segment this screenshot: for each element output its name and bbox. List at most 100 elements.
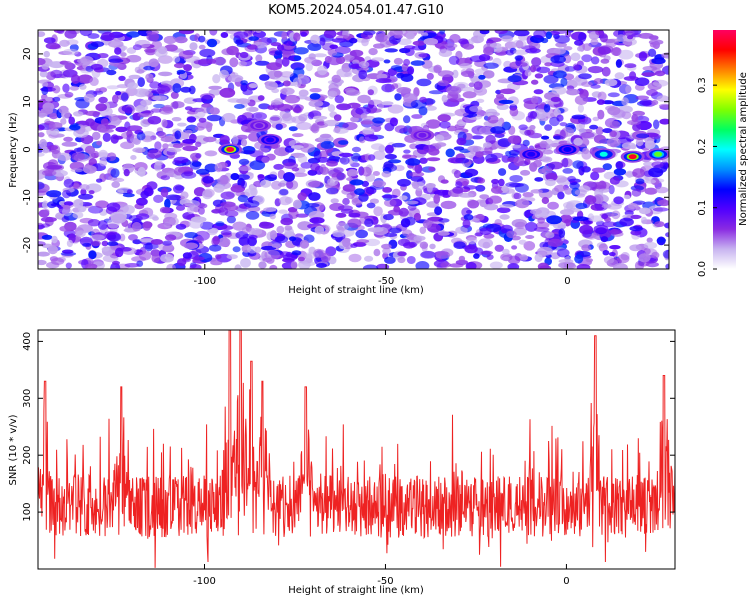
spectrogram-cell <box>372 171 380 176</box>
spectrogram-cell <box>234 104 245 109</box>
spectrogram-cell <box>183 64 193 72</box>
spectrogram-cell <box>507 75 522 83</box>
y-tick-label: 100 <box>22 503 33 522</box>
spectrogram-cell <box>470 135 484 140</box>
y-tick-label: 200 <box>22 446 33 465</box>
spectrogram-feature <box>226 147 235 152</box>
spectrogram-cell <box>219 135 230 144</box>
spectrogram-cell <box>498 168 507 176</box>
spectrogram-cell <box>340 208 354 214</box>
spectrogram-cell <box>445 148 455 158</box>
spectrogram-cell <box>177 122 187 127</box>
spectrogram-cell <box>523 241 536 251</box>
spectrogram-cell <box>309 217 325 224</box>
spectrogram-cell <box>310 34 321 44</box>
spectrogram-cell <box>513 192 522 200</box>
spectrogram-cell <box>61 141 78 147</box>
spectrogram-cell <box>248 234 258 240</box>
spectrogram-cell <box>185 129 193 135</box>
spectrogram-cell <box>118 75 126 81</box>
spectrogram-cell <box>62 83 70 93</box>
spectrogram-cell <box>234 264 242 269</box>
spectrogram-cell <box>258 222 275 229</box>
spectrogram-cell <box>172 55 181 63</box>
spectrogram-cell <box>475 151 484 158</box>
spectrogram-cell <box>632 123 641 132</box>
spectrogram-cell <box>408 171 425 177</box>
spectrogram-cell <box>413 235 426 241</box>
spectrogram-cell <box>464 168 479 177</box>
spectrogram-cell <box>415 261 430 269</box>
spectrogram-cell <box>477 34 484 42</box>
spectrogram-cell <box>383 214 394 221</box>
spectrogram-cell <box>336 68 352 78</box>
spectrogram-cell <box>87 219 101 227</box>
spectrogram-cell <box>126 125 143 132</box>
spectrogram-cell <box>245 211 260 220</box>
spectrogram-cell <box>93 90 104 95</box>
spectrogram-cell <box>623 194 631 200</box>
spectrogram-cell <box>319 150 329 159</box>
spectrogram-cell <box>323 119 340 127</box>
spectrogram-cell <box>165 194 181 201</box>
spectrogram-cell <box>378 145 386 153</box>
spectrogram-cell <box>559 129 566 140</box>
spectrogram-cell <box>222 112 236 123</box>
spectrogram-cell <box>616 34 626 42</box>
spectrogram-cell <box>639 99 653 106</box>
spectrogram-cell <box>381 243 392 250</box>
y-tick-label: -20 <box>22 237 33 253</box>
spectrogram-cell <box>164 198 171 209</box>
spectrogram-cell <box>373 150 386 160</box>
spectrogram-cell <box>403 58 411 66</box>
spectrogram-cell <box>41 81 49 87</box>
spectrogram-cell <box>79 30 93 37</box>
spectrogram-cell <box>248 36 259 41</box>
spectrogram-cell <box>494 30 508 35</box>
spectrogram-cell <box>83 93 95 103</box>
spectrogram-cell <box>157 46 168 55</box>
spectrogram-cell <box>614 72 625 80</box>
spectrogram-cell <box>137 112 153 118</box>
spectrogram-cell <box>440 179 449 184</box>
spectrogram-cell <box>534 177 544 182</box>
spectrogram-cell <box>556 248 570 258</box>
spectrogram-cell <box>292 133 304 138</box>
spectrogram-cell <box>570 52 581 62</box>
spectrogram-cell <box>299 239 310 249</box>
spectrogram-cell <box>591 167 606 173</box>
spectrogram-cell <box>175 205 186 211</box>
spectrogram-cell <box>102 132 111 142</box>
spectrogram-cell <box>133 88 149 98</box>
spectrogram-cell <box>59 225 73 232</box>
spectrogram-cell <box>113 63 125 68</box>
spectrogram-cell <box>326 160 338 167</box>
spectrogram-cell <box>460 70 475 78</box>
spectrogram-cell <box>381 101 394 106</box>
spectrogram-cell <box>130 155 137 160</box>
spectrogram-cell <box>198 35 206 43</box>
spectrogram-cell <box>505 49 515 56</box>
y-tick-label: 0 <box>22 146 33 152</box>
spectrogram-cell <box>61 216 70 223</box>
spectrogram-cell <box>554 35 570 44</box>
spectrogram-cell <box>161 119 168 128</box>
spectrogram-feature <box>527 151 536 157</box>
spectrogram-cell <box>413 212 421 222</box>
spectrogram-cell <box>184 200 201 208</box>
spectrogram-cell <box>271 243 281 249</box>
spectrogram-cell <box>189 264 202 269</box>
spectrogram-cell <box>464 244 478 254</box>
spectrogram-cell <box>239 150 255 155</box>
spectrogram-cell <box>174 36 188 44</box>
spectrogram-cell <box>195 168 210 175</box>
spectrogram-cell <box>241 226 251 234</box>
spectrogram-cell <box>537 262 549 269</box>
spectrogram-cell <box>154 141 162 151</box>
spectrogram-cell <box>360 120 374 125</box>
spectrogram-cell <box>491 186 504 194</box>
spectrogram-cell <box>310 162 320 172</box>
spectrogram-cell <box>655 70 666 77</box>
spectrogram-cell <box>240 138 248 147</box>
spectrogram-cell <box>515 199 530 209</box>
